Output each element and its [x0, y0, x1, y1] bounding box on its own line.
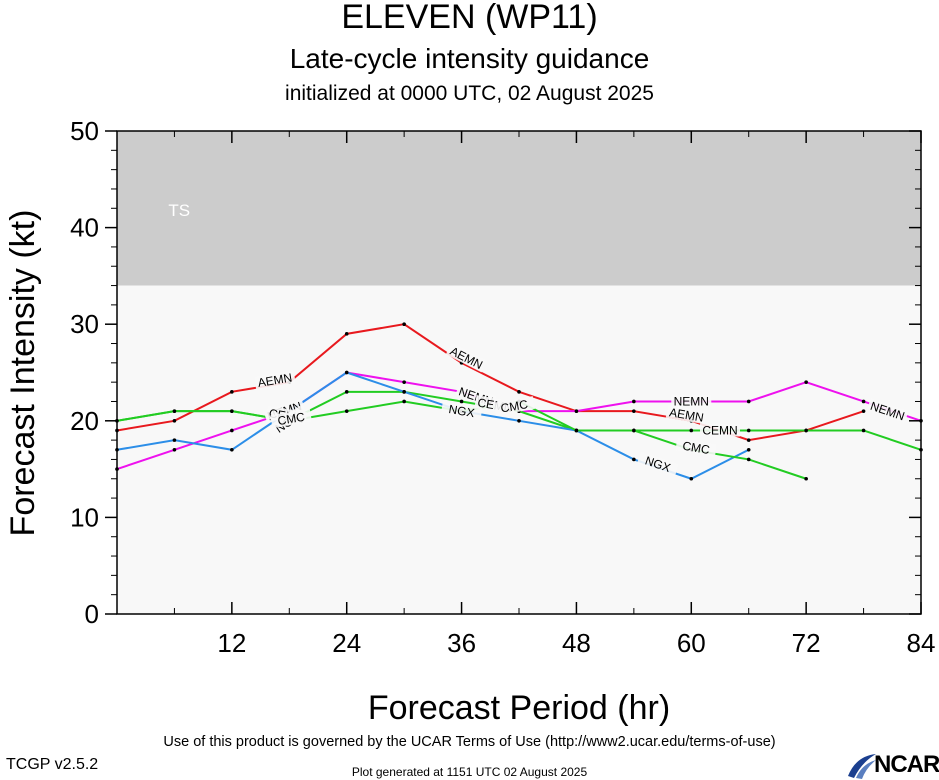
x-tick-label: 36: [447, 628, 476, 658]
data-point: [861, 399, 866, 404]
y-tick-label: 50: [70, 116, 99, 146]
chart-title: ELEVEN (WP11): [341, 0, 598, 36]
data-point: [746, 457, 751, 462]
label-bg: [636, 451, 679, 477]
series-label-aemn: AEMN: [665, 404, 708, 425]
data-point: [861, 409, 866, 413]
data-point: [517, 390, 521, 394]
data-point: [402, 390, 406, 394]
data-point: [632, 428, 636, 433]
data-point: [632, 399, 636, 404]
series-label-cmc: CMC: [270, 408, 312, 429]
label-bg: [665, 404, 708, 425]
series-label-cmc: CMC: [493, 396, 535, 416]
label-bg: [671, 394, 712, 408]
band-1: [117, 285, 921, 614]
x-tick-label: 72: [792, 628, 821, 658]
x-tick-label: 12: [217, 628, 246, 658]
ncar-logo-text: NCAR: [874, 751, 939, 778]
x-tick-label: 84: [907, 628, 936, 658]
data-point: [689, 476, 694, 481]
terms-of-use: Use of this product is governed by the U…: [163, 734, 776, 750]
label-bg: [270, 408, 312, 429]
data-point: [632, 457, 636, 462]
data-point: [574, 428, 579, 433]
ncar-logo: NCAR: [846, 751, 939, 780]
data-point: [344, 370, 349, 375]
data-point: [172, 409, 177, 413]
series-label-text: CEMN: [702, 423, 737, 437]
series-label-cmc: CMC: [675, 437, 717, 458]
data-point: [861, 428, 866, 433]
data-point: [804, 476, 808, 481]
label-bg: [440, 400, 483, 421]
version-label: TCGP v2.5.2: [6, 756, 99, 773]
data-point: [344, 390, 349, 394]
data-point: [746, 438, 751, 442]
data-point: [172, 447, 177, 452]
series-label-cemn: CEMN: [700, 423, 740, 437]
series-label-text: CMC: [681, 439, 711, 457]
band-0: [117, 131, 921, 286]
x-tick-label: 48: [562, 628, 591, 658]
y-tick-label: 40: [70, 213, 99, 243]
series-label-text: NEMN: [674, 394, 709, 408]
data-point: [230, 447, 234, 452]
data-point: [459, 399, 464, 404]
data-point: [632, 409, 636, 413]
x-tick-label: 24: [332, 628, 361, 658]
data-point: [804, 428, 808, 433]
data-point: [402, 399, 406, 404]
data-point: [517, 419, 521, 423]
x-axis-label: Forecast Period (hr): [368, 689, 670, 727]
label-bg: [675, 437, 717, 458]
series-label-text: AEMN: [668, 405, 705, 425]
data-point: [172, 438, 177, 442]
y-tick-label: 30: [70, 309, 99, 339]
series-label-text: NGX: [448, 402, 476, 420]
band-label: TS: [168, 201, 190, 220]
series-label-aemn: AEMN: [254, 370, 296, 390]
y-tick-label: 20: [70, 406, 99, 436]
label-bg: [254, 370, 296, 390]
label-bg: [493, 396, 535, 416]
data-point: [230, 428, 234, 433]
label-bg: [866, 398, 909, 424]
y-axis-label: Forecast Intensity (kt): [4, 210, 42, 537]
y-tick-label: 0: [85, 599, 99, 629]
data-point: [402, 380, 406, 384]
series-label-text: AEMN: [257, 370, 294, 390]
data-point: [230, 390, 234, 394]
series-label-ngx: NGX: [440, 400, 483, 421]
label-bg: [445, 342, 488, 373]
series-label-text: CMC: [500, 397, 530, 415]
series-label-text: CMC: [277, 410, 307, 428]
data-point: [746, 428, 751, 433]
data-point: [230, 409, 234, 413]
series-labels: AEMNAEMNAEMNNEMNNEMNNEMNNEMNCEMNCEMNCEMN…: [254, 342, 909, 477]
data-point: [746, 447, 751, 452]
chart-subtitle: Late-cycle intensity guidance: [289, 43, 650, 74]
series-label-nemn: NEMN: [671, 394, 712, 408]
data-point: [172, 419, 177, 423]
intensity-bands: TS: [117, 131, 921, 614]
series-line-aemn: [116, 323, 864, 442]
ticks: 12 24 36 48 60 72 84 0 10 20 30 40 50: [70, 116, 935, 658]
data-point: [344, 409, 349, 413]
data-point: [574, 409, 579, 413]
x-tick-label: 60: [677, 628, 706, 658]
generated-time: Plot generated at 1151 UTC 02 August 202…: [351, 765, 588, 779]
data-point: [746, 399, 751, 404]
label-bg: [700, 423, 740, 437]
data-point: [402, 322, 406, 327]
init-time: initialized at 0000 UTC, 02 August 2025: [285, 82, 654, 105]
data-point: [804, 380, 808, 384]
y-tick-label: 10: [70, 502, 99, 532]
data-point: [689, 428, 694, 433]
ncar-logo-icon: [848, 754, 876, 779]
data-point: [344, 332, 349, 336]
